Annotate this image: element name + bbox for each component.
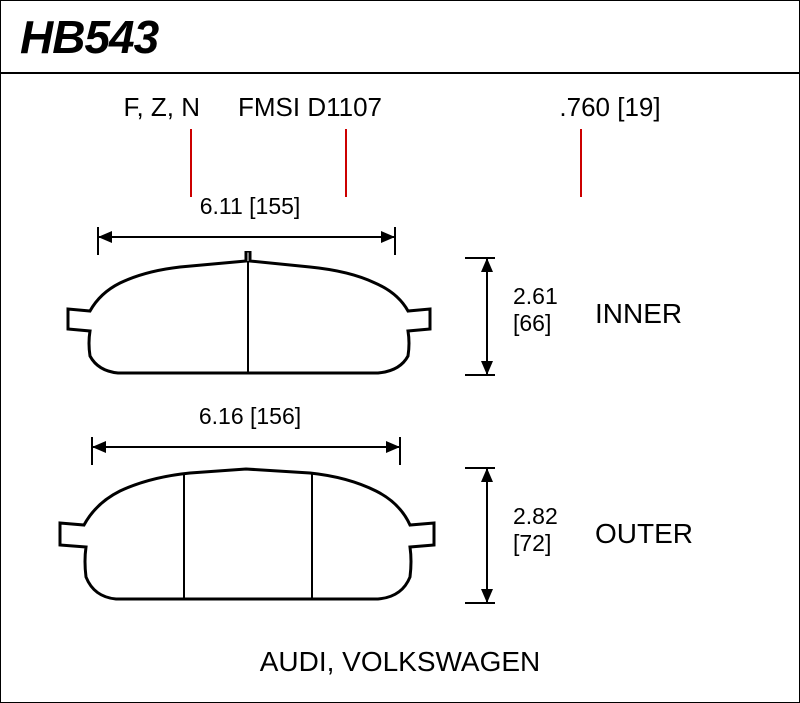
fmsi-text: FMSI D1107 [210, 92, 410, 123]
outer-height-mm: [72] [513, 530, 558, 557]
outer-width-text: 6.16 [156] [170, 403, 330, 430]
diagram-area: 6.11 [155] 2.61 [20, 215, 780, 645]
outer-width-dim [40, 425, 450, 465]
inner-width-text: 6.11 [155] [170, 193, 330, 220]
top-info-row: F, Z, N FMSI D1107 .760 [19] [20, 92, 780, 123]
inner-width-in: 6.11 [200, 193, 243, 219]
inner-height-dim-group: 2.61 [66] INNER [465, 243, 515, 388]
outer-label: OUTER [595, 518, 693, 550]
outer-width-in: 6.16 [199, 403, 244, 429]
inner-height-in: 2.61 [513, 283, 558, 310]
outer-height-dim-group: 2.82 [72] OUTER [465, 453, 515, 618]
red-line-3 [580, 129, 582, 197]
inner-height-dim [465, 243, 515, 388]
thickness-mm: [19] [617, 92, 660, 122]
part-number: HB543 [20, 10, 780, 64]
thickness-in: .760 [559, 92, 610, 122]
compounds-text: F, Z, N [80, 92, 200, 123]
inner-pad-shape [50, 251, 470, 391]
outer-height-in: 2.82 [513, 503, 558, 530]
inner-width-mm: [155] [249, 193, 300, 219]
diagram-container: HB543 F, Z, N FMSI D1107 .760 [19] [0, 0, 800, 703]
outer-height-dim [465, 453, 515, 618]
outer-pad-shape [40, 461, 470, 621]
title-bar: HB543 [0, 0, 800, 74]
inner-pad-group: 6.11 [155] [50, 215, 470, 391]
outer-width-mm: [156] [250, 403, 301, 429]
outer-height-text: 2.82 [72] [513, 503, 558, 557]
fitment-label: AUDI, VOLKSWAGEN [0, 646, 800, 678]
inner-height-text: 2.61 [66] [513, 283, 558, 337]
red-line-2 [345, 129, 347, 197]
outer-pad-group: 6.16 [156] [40, 425, 470, 621]
inner-label: INNER [595, 298, 682, 330]
content-area: F, Z, N FMSI D1107 .760 [19] [0, 74, 800, 663]
red-indicator-lines [20, 129, 780, 197]
inner-height-mm: [66] [513, 310, 558, 337]
red-line-1 [190, 129, 192, 197]
thickness-text: .760 [19] [520, 92, 700, 123]
inner-width-dim [50, 215, 440, 255]
